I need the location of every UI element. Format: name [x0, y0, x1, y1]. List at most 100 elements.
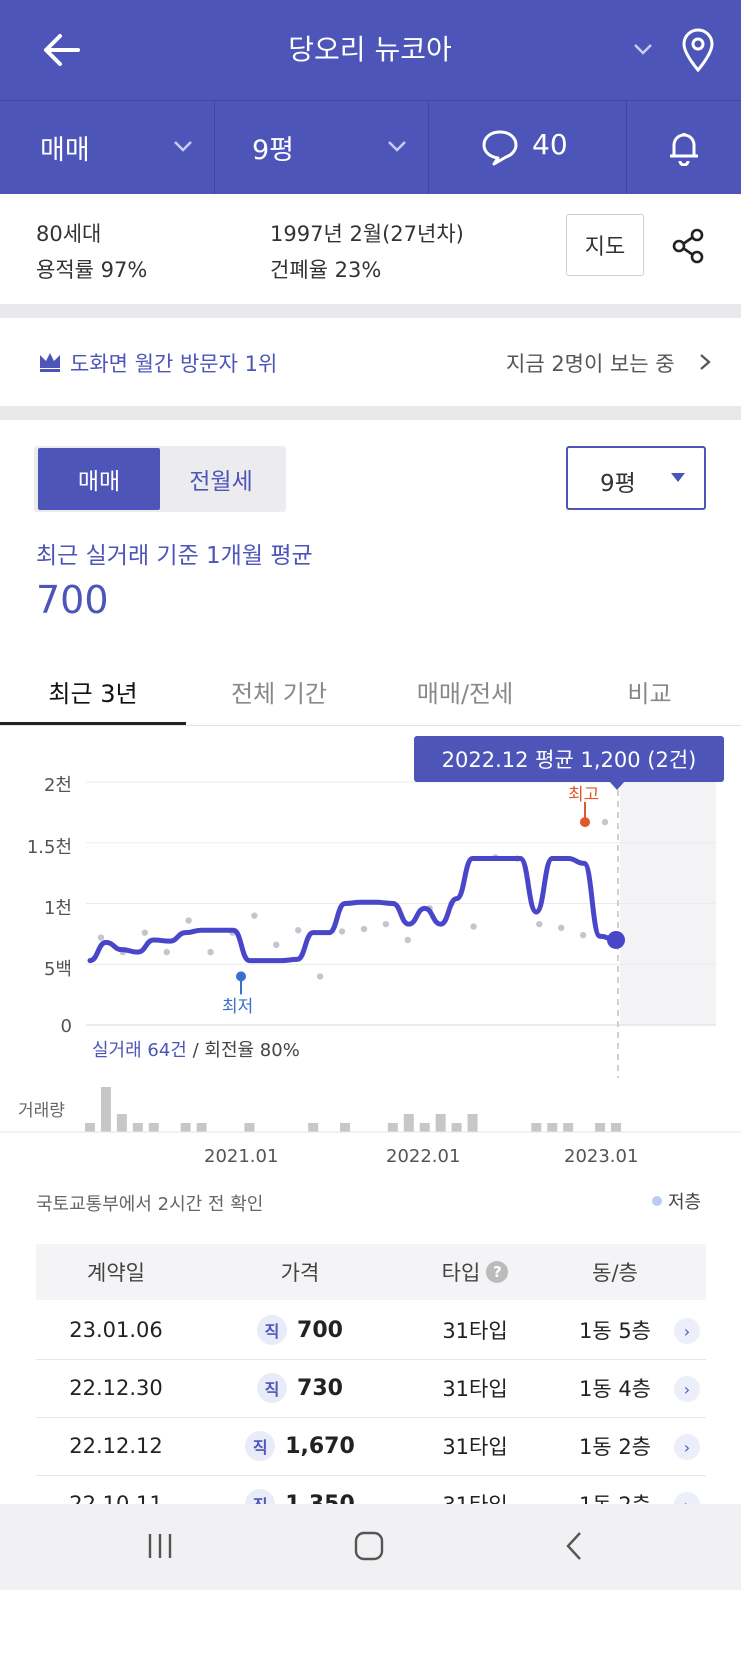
chevron-right-icon — [700, 354, 711, 370]
volume-label: 거래량 — [18, 1101, 65, 1121]
home-icon — [354, 1531, 384, 1561]
scatter-point — [404, 936, 411, 944]
help-icon[interactable]: ? — [486, 1261, 509, 1283]
row-type-text: 31타입 — [442, 1435, 508, 1459]
tab-compare[interactable]: 비교 — [558, 660, 741, 722]
price-chart[interactable] — [0, 726, 741, 1136]
tab-compare-label: 비교 — [627, 679, 672, 708]
row-type: 31타입 — [410, 1302, 540, 1358]
segment-rent-label: 전월세 — [189, 469, 253, 495]
coverage-ratio: 건폐율 23% — [270, 258, 382, 282]
row-floor: 1동 5층 — [555, 1302, 675, 1358]
top-app-bar: 당오리 뉴코아 — [0, 0, 741, 100]
col-type-label: 타입 — [441, 1261, 481, 1285]
row-detail-chevron-icon[interactable]: › — [674, 1318, 700, 1344]
y-tick-label: 0 — [60, 1016, 72, 1037]
source-note: 국토교통부에서 2시간 전 확인 — [36, 1194, 264, 1215]
chevron-down-icon — [634, 44, 652, 55]
row-divider — [36, 1475, 706, 1476]
nav-back-button[interactable] — [562, 1530, 588, 1562]
map-button-label: 지도 — [584, 235, 626, 260]
home-button[interactable] — [352, 1530, 386, 1562]
row-floor-text: 1동 5층 — [578, 1319, 652, 1343]
price-trend-line — [87, 856, 619, 964]
complex-title[interactable]: 당오리 뉴코아 — [288, 33, 452, 66]
recent-apps-button[interactable] — [144, 1530, 176, 1562]
volume-bar — [531, 1123, 542, 1132]
row-type-text: 31타입 — [442, 1319, 508, 1343]
direct-deal-badge: 직 — [245, 1431, 276, 1461]
back-button[interactable] — [38, 28, 86, 72]
x-tick-label: 2021.01 — [204, 1146, 279, 1167]
scatter-point — [360, 925, 368, 933]
row-date: 22.12.30 — [36, 1360, 196, 1416]
volume-bar — [435, 1114, 446, 1132]
title-dropdown[interactable] — [630, 36, 656, 62]
tab-recent-3y[interactable]: 최근 3년 — [0, 660, 186, 722]
notification-button[interactable] — [626, 100, 741, 194]
row-price: 직 1,670 — [220, 1418, 380, 1474]
col-type: 타입 ? — [410, 1244, 540, 1300]
crown-icon — [40, 353, 60, 372]
row-type: 31타입 — [410, 1360, 540, 1416]
comments-button[interactable]: 40 — [428, 100, 626, 194]
location-button[interactable] — [678, 28, 718, 74]
scatter-point — [316, 973, 324, 980]
row-detail-chevron-icon[interactable]: › — [674, 1434, 700, 1460]
col-price: 가격 — [280, 1261, 320, 1285]
size-label: 9평 — [252, 135, 295, 166]
size-select[interactable]: 9평 — [566, 446, 706, 510]
row-divider — [36, 1359, 706, 1360]
scatter-point — [273, 941, 280, 949]
volume-bar — [116, 1114, 127, 1132]
filter-bar — [0, 100, 741, 194]
volume-bar — [387, 1123, 398, 1132]
map-button[interactable]: 지도 — [566, 214, 644, 276]
chart-tooltip-text: 2022.12 평균 1,200 (2건) — [441, 748, 697, 772]
tab-recent-3y-label: 최근 3년 — [48, 679, 138, 708]
scatter-point — [207, 948, 214, 956]
row-date-text: 23.01.06 — [69, 1318, 163, 1342]
segment-sale-label: 매매 — [77, 469, 121, 495]
volume-bar — [340, 1123, 351, 1132]
arrow-left-icon — [44, 34, 80, 66]
row-price: 직 700 — [220, 1302, 380, 1358]
tab-all-period[interactable]: 전체 기간 — [186, 660, 372, 722]
deal-type-label: 매매 — [40, 135, 90, 166]
direct-deal-badge: 직 — [257, 1373, 288, 1403]
y-tick-label: 2천 — [43, 775, 72, 796]
current-point — [607, 930, 625, 949]
scatter-point — [470, 923, 477, 930]
max-marker — [580, 817, 590, 828]
volume-bar — [132, 1123, 143, 1132]
scatter-point — [163, 948, 170, 956]
volume-bar — [180, 1123, 191, 1132]
visitor-rank-row[interactable]: 도화면 월간 방문자 1위 지금 2명이 보는 중 — [0, 318, 741, 406]
row-type-text: 31타입 — [442, 1377, 508, 1401]
deal-type-selector[interactable]: 매매 — [0, 100, 214, 194]
average-price: 700 — [36, 578, 109, 622]
scatter-point — [558, 924, 565, 931]
share-icon — [672, 228, 704, 264]
tab-sale-jeonse[interactable]: 매매/전세 — [372, 660, 558, 722]
scatter-point — [295, 927, 302, 934]
share-button[interactable] — [670, 226, 706, 266]
size-selector[interactable]: 9평 — [214, 100, 428, 194]
scatter-point — [601, 818, 609, 826]
volume-bar — [547, 1123, 558, 1132]
volume-bar — [148, 1123, 159, 1132]
row-price-text: 730 — [297, 1375, 343, 1401]
col-date: 계약일 — [87, 1261, 145, 1285]
table-header — [36, 1244, 706, 1300]
volume-bar — [196, 1123, 207, 1132]
row-detail-chevron-icon[interactable]: › — [674, 1376, 700, 1402]
min-label: 최저 — [222, 997, 254, 1017]
divider — [214, 100, 215, 194]
volume-bar — [419, 1123, 430, 1132]
summary-separator: / — [192, 1040, 205, 1061]
segment-rent[interactable]: 전월세 — [160, 448, 282, 510]
low-floor-legend: 저층 — [652, 1188, 701, 1214]
row-type: 31타입 — [410, 1418, 540, 1474]
segment-sale[interactable]: 매매 — [38, 448, 160, 510]
volume-bar — [611, 1123, 621, 1132]
